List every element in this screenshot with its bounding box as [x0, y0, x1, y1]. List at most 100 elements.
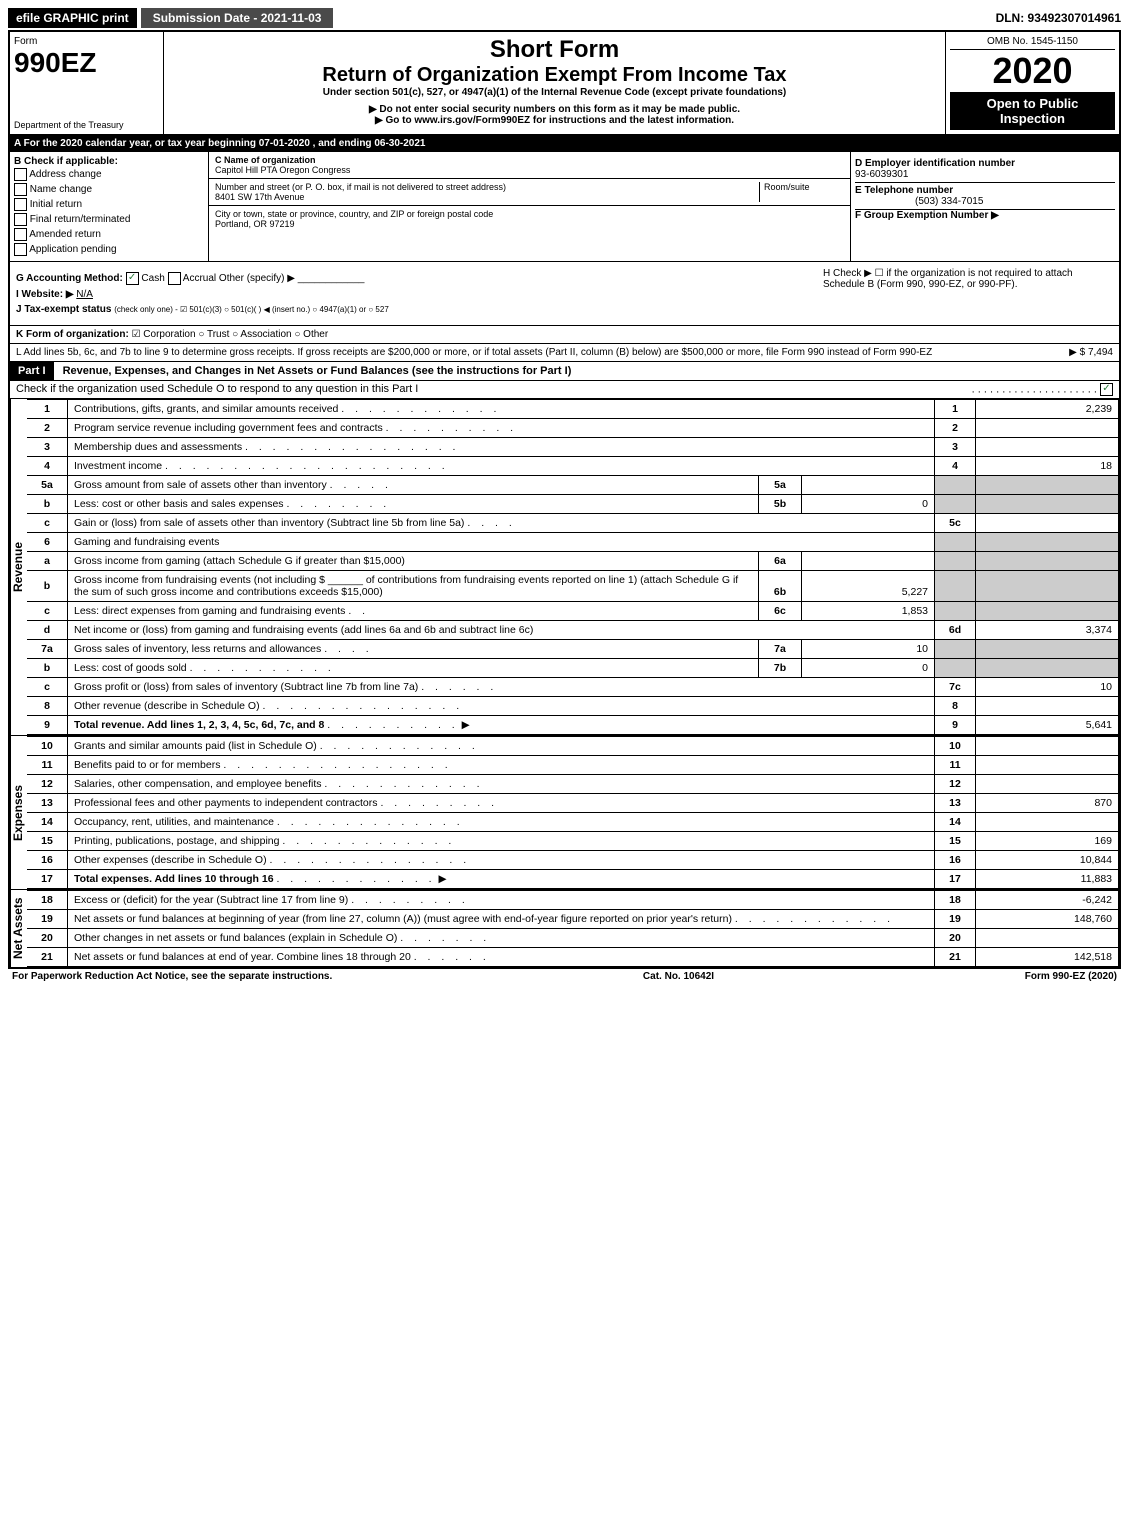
form-org-label: K Form of organization:: [16, 329, 129, 340]
checkbox-initial-return[interactable]: [14, 198, 27, 211]
line-2-num: 2: [27, 419, 68, 438]
submission-date-label: Submission Date - 2021-11-03: [141, 8, 334, 28]
line-3-num: 3: [27, 438, 68, 457]
group-exemption-label: F Group Exemption Number ▶: [855, 210, 999, 221]
line-14-val: [976, 813, 1119, 832]
form-number: 990EZ: [14, 47, 159, 79]
line-7b-sval: 0: [802, 659, 935, 677]
checkbox-address-change[interactable]: [14, 168, 27, 181]
checkbox-accrual[interactable]: [168, 272, 181, 285]
line-20-num: 20: [27, 929, 68, 948]
line-5b-snum: 5b: [759, 495, 802, 513]
tax-exempt-detail: (check only one) - ☑ 501(c)(3) ○ 501(c)(…: [114, 305, 389, 314]
line-6c-desc: Less: direct expenses from gaming and fu…: [74, 605, 345, 617]
checkbox-schedule-o[interactable]: [1100, 383, 1113, 396]
line-20-val: [976, 929, 1119, 948]
line-7a-desc: Gross sales of inventory, less returns a…: [74, 643, 321, 655]
line-19-val: 148,760: [976, 910, 1119, 929]
checkbox-application-pending[interactable]: [14, 243, 27, 256]
label-name-change: Name change: [30, 184, 92, 195]
line-6-desc: Gaming and fundraising events: [68, 533, 935, 552]
ein-value: 93-6039301: [855, 169, 908, 180]
line-15-desc: Printing, publications, postage, and shi…: [74, 835, 279, 847]
line-13-rnum: 13: [935, 794, 976, 813]
line-17-val: 11,883: [976, 870, 1119, 889]
line-6b-sval: 5,227: [802, 571, 935, 601]
line-19-rnum: 19: [935, 910, 976, 929]
footer-right: Form 990-EZ (2020): [1025, 971, 1117, 982]
line-15-num: 15: [27, 832, 68, 851]
ein-label: D Employer identification number: [855, 158, 1015, 169]
line-5a-sval: [802, 476, 935, 494]
line-6-grey: [935, 533, 976, 552]
line-11-num: 11: [27, 756, 68, 775]
line-8-val: [976, 697, 1119, 716]
line-17-desc: Total expenses. Add lines 10 through 16: [74, 873, 274, 885]
open-to-public: Open to Public: [954, 96, 1111, 111]
line-5a-num: 5a: [27, 476, 68, 495]
line-4-val: 18: [976, 457, 1119, 476]
label-accrual: Accrual: [183, 273, 216, 284]
phone-label: E Telephone number: [855, 185, 953, 196]
part1-title: Revenue, Expenses, and Changes in Net As…: [57, 362, 578, 380]
label-initial-return: Initial return: [30, 199, 82, 210]
website-value: N/A: [76, 289, 93, 300]
line-l-text: L Add lines 5b, 6c, and 7b to line 9 to …: [16, 347, 932, 358]
line-5a-desc: Gross amount from sale of assets other t…: [74, 479, 327, 491]
city-value: Portland, OR 97219: [215, 219, 295, 229]
line-6a-grey: [935, 552, 976, 571]
line-6c-snum: 6c: [759, 602, 802, 620]
checkbox-amended-return[interactable]: [14, 228, 27, 241]
line-5b-grey: [935, 495, 976, 514]
line-14-desc: Occupancy, rent, utilities, and maintena…: [74, 816, 274, 828]
line-12-num: 12: [27, 775, 68, 794]
line-10-desc: Grants and similar amounts paid (list in…: [74, 740, 317, 752]
line-21-val: 142,518: [976, 948, 1119, 967]
line-3-rnum: 3: [935, 438, 976, 457]
line-7b-grey-val: [976, 659, 1119, 678]
line-9-val: 5,641: [976, 716, 1119, 735]
footer-left: For Paperwork Reduction Act Notice, see …: [12, 971, 332, 982]
line-9-desc: Total revenue. Add lines 1, 2, 3, 4, 5c,…: [74, 719, 324, 731]
line-11-val: [976, 756, 1119, 775]
tax-exempt-label: J Tax-exempt status: [16, 304, 111, 315]
line-8-rnum: 8: [935, 697, 976, 716]
footer-center: Cat. No. 10642I: [643, 971, 714, 982]
phone-value: (503) 334-7015: [855, 196, 983, 207]
line-9-rnum: 9: [935, 716, 976, 735]
dept-label: Department of the Treasury: [14, 120, 124, 130]
line-5b-desc: Less: cost or other basis and sales expe…: [74, 498, 284, 510]
line-5b-num: b: [27, 495, 68, 514]
line-8-desc: Other revenue (describe in Schedule O): [74, 700, 260, 712]
line-7a-snum: 7a: [759, 640, 802, 658]
street-label: Number and street (or P. O. box, if mail…: [215, 182, 506, 192]
checkbox-final-return[interactable]: [14, 213, 27, 226]
line-6d-val: 3,374: [976, 621, 1119, 640]
line-5b-sval: 0: [802, 495, 935, 513]
revenue-vertical-label: Revenue: [10, 399, 27, 735]
city-label: City or town, state or province, country…: [215, 209, 493, 219]
line-11-desc: Benefits paid to or for members: [74, 759, 220, 771]
checkbox-name-change[interactable]: [14, 183, 27, 196]
line-7b-snum: 7b: [759, 659, 802, 677]
subtitle: Under section 501(c), 527, or 4947(a)(1)…: [168, 87, 941, 98]
line-5a-grey-val: [976, 476, 1119, 495]
part1-check-o: Check if the organization used Schedule …: [16, 383, 418, 396]
expenses-vertical-label: Expenses: [10, 736, 27, 889]
label-cash: Cash: [141, 273, 164, 284]
line-16-val: 10,844: [976, 851, 1119, 870]
netassets-vertical-label: Net Assets: [10, 890, 27, 967]
line-7a-grey-val: [976, 640, 1119, 659]
label-application-pending: Application pending: [29, 244, 116, 255]
line-6a-sval: [802, 552, 935, 570]
line-13-desc: Professional fees and other payments to …: [74, 797, 378, 809]
line-1-rnum: 1: [935, 400, 976, 419]
checkbox-cash[interactable]: [126, 272, 139, 285]
label-address-change: Address change: [29, 169, 101, 180]
line-3-desc: Membership dues and assessments: [74, 441, 242, 453]
part1-header: Part I: [10, 362, 54, 380]
line-1-num: 1: [27, 400, 68, 419]
label-final-return: Final return/terminated: [30, 214, 131, 225]
line-6c-num: c: [27, 602, 68, 621]
efile-print-button[interactable]: efile GRAPHIC print: [8, 8, 137, 28]
